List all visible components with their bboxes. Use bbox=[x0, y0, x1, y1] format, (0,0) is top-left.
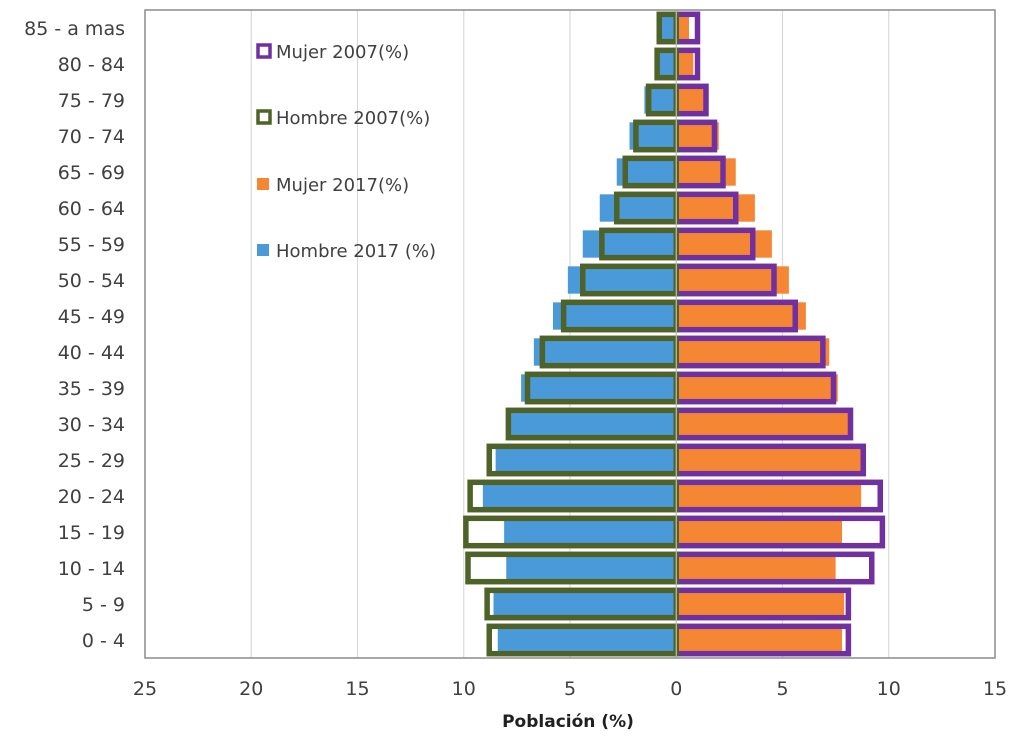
bar-mujer-2017-3 bbox=[676, 518, 842, 546]
bar-mujer-2017-1 bbox=[676, 590, 845, 618]
bar-mujer-2017-5 bbox=[676, 446, 862, 474]
bar-mujer-2017-9 bbox=[676, 302, 806, 330]
x-axis-title: Población (%) bbox=[502, 712, 634, 732]
bar-mujer-2017-17 bbox=[676, 14, 689, 42]
y-tick-label-6: 30 - 34 bbox=[58, 414, 125, 436]
bar-hombre-2017-1 bbox=[493, 590, 677, 618]
y-tick-label-8: 40 - 44 bbox=[58, 342, 125, 364]
bar-mujer-2017-15 bbox=[676, 86, 704, 114]
y-tick-label-17: 85 - a mas bbox=[24, 18, 125, 40]
bar-mujer-2017-8 bbox=[676, 338, 830, 366]
y-tick-label-4: 20 - 24 bbox=[58, 486, 125, 508]
x-axis-ticks: 25 20 15 10 5 0 5 10 15 bbox=[133, 678, 1007, 700]
y-tick-label-7: 35 - 39 bbox=[58, 378, 125, 400]
y-tick-label-0: 0 - 4 bbox=[82, 630, 125, 652]
y-tick-label-3: 15 - 19 bbox=[58, 522, 125, 544]
legend-label-3: Hombre 2017 (%) bbox=[276, 241, 436, 262]
bar-mujer-2017-10 bbox=[676, 266, 789, 294]
y-tick-label-2: 10 - 14 bbox=[58, 558, 125, 580]
x-tick-label-2: 15 bbox=[345, 678, 369, 700]
plot-frame bbox=[144, 9, 996, 659]
bar-hombre-2017-7 bbox=[521, 374, 677, 402]
legend-label-0: Mujer 2007(%) bbox=[276, 42, 409, 63]
bar-mujer-2017-14 bbox=[676, 122, 719, 150]
x-tick-label-7: 10 bbox=[877, 678, 901, 700]
y-tick-label-10: 50 - 54 bbox=[58, 270, 125, 292]
x-tick-label-6: 5 bbox=[776, 678, 788, 700]
bars-layer bbox=[463, 10, 886, 658]
bar-hombre-2017-11 bbox=[582, 230, 677, 258]
y-tick-label-9: 45 - 49 bbox=[58, 306, 125, 328]
bar-hombre-2017-0 bbox=[497, 626, 677, 654]
bar-hombre-2017-2 bbox=[506, 554, 677, 582]
bar-hombre-2017-12 bbox=[599, 194, 677, 222]
bar-hombre-2017-8 bbox=[533, 338, 677, 366]
legend-item-3: Hombre 2017 (%) bbox=[257, 241, 436, 262]
bar-hombre-2017-3 bbox=[504, 518, 677, 546]
bar-mujer-2017-11 bbox=[676, 230, 772, 258]
y-axis-categories: 0 - 4 5 - 9 10 - 14 15 - 19 20 - 24 25 - 29 30… bbox=[24, 18, 125, 652]
legend-item-1: Hombre 2007(%) bbox=[256, 108, 430, 129]
bar-mujer-2017-0 bbox=[676, 626, 842, 654]
x-tick-label-8: 15 bbox=[983, 678, 1007, 700]
bar-hombre-2017-6 bbox=[508, 410, 677, 438]
bar-hombre-2017-9 bbox=[553, 302, 677, 330]
bar-hombre-2017-5 bbox=[495, 446, 677, 474]
bar-hombre-2017-10 bbox=[567, 266, 677, 294]
bar-mujer-2017-13 bbox=[676, 158, 736, 186]
legend-label-1: Hombre 2007(%) bbox=[276, 108, 430, 129]
bar-hombre-2017-4 bbox=[482, 482, 677, 510]
x-tick-label-0: 25 bbox=[133, 678, 157, 700]
bar-mujer-2017-6 bbox=[676, 410, 849, 438]
x-tick-label-4: 5 bbox=[564, 678, 576, 700]
legend-item-0: Mujer 2007(%) bbox=[256, 42, 409, 63]
legend-swatch-0 bbox=[256, 43, 272, 59]
y-tick-label-5: 25 - 29 bbox=[58, 450, 125, 472]
x-tick-label-3: 10 bbox=[452, 678, 476, 700]
bar-mujer-2017-4 bbox=[676, 482, 862, 510]
y-tick-label-1: 5 - 9 bbox=[82, 594, 125, 616]
legend-swatch-1 bbox=[256, 109, 272, 125]
legend-item-2: Mujer 2017(%) bbox=[257, 175, 409, 196]
y-tick-label-15: 75 - 79 bbox=[58, 90, 125, 112]
x-tick-label-5: 0 bbox=[670, 678, 682, 700]
y-tick-label-11: 55 - 59 bbox=[58, 234, 125, 256]
y-tick-label-12: 60 - 64 bbox=[58, 198, 125, 220]
bar-mujer-2017-7 bbox=[676, 374, 838, 402]
y-tick-label-14: 70 - 74 bbox=[58, 126, 125, 148]
y-tick-label-16: 80 - 84 bbox=[58, 54, 125, 76]
legend: Mujer 2007(%) Hombre 2007(%) Mujer 2017(%)… bbox=[256, 42, 436, 262]
legend-swatch-2 bbox=[257, 178, 269, 190]
legend-swatch-3 bbox=[257, 244, 269, 256]
x-tick-label-1: 20 bbox=[239, 678, 263, 700]
bar-mujer-2017-2 bbox=[676, 554, 836, 582]
bar-hombre-2017-17 bbox=[659, 14, 677, 42]
y-tick-label-13: 65 - 69 bbox=[58, 162, 125, 184]
bar-mujer-2017-16 bbox=[676, 50, 694, 78]
bar-mujer-2017-12 bbox=[676, 194, 755, 222]
bar-hombre-2017-16 bbox=[655, 50, 677, 78]
legend-label-2: Mujer 2017(%) bbox=[276, 175, 409, 196]
